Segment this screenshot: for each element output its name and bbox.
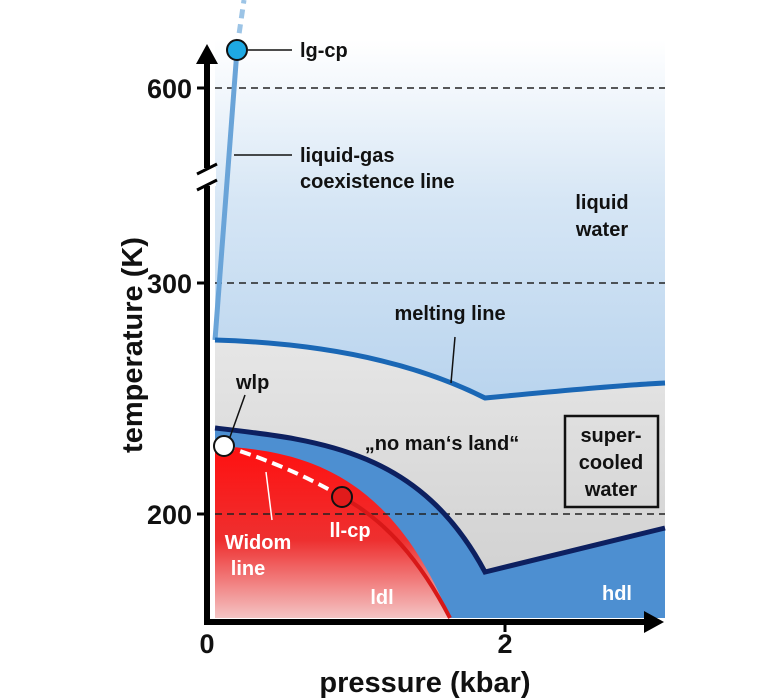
axis-break-mark-1	[196, 162, 218, 176]
lg-cp-point	[226, 39, 248, 61]
y-tick-label-300: 300	[147, 269, 192, 299]
ll-cp-point	[331, 486, 353, 508]
x-axis-label: pressure (kbar)	[319, 667, 530, 699]
y-tick-label-200: 200	[147, 500, 192, 530]
liquid-water-region	[215, 40, 665, 398]
y-axis-label: temperature (K)	[117, 237, 149, 453]
widom-line-label-line1: Widom	[225, 532, 291, 554]
coexistence-label-line2: coexistence line	[300, 171, 455, 193]
melting-line-label: melting line	[394, 303, 505, 325]
lg-cp-label: lg-cp	[300, 40, 348, 62]
ll-cp-label: ll-cp	[329, 520, 370, 542]
supercooled-label-line2: cooled	[579, 452, 643, 474]
x-tick-label-2: 2	[497, 629, 512, 659]
liquid-water-label-line2: water	[575, 219, 628, 241]
x-axis-arrowhead	[644, 611, 664, 633]
wlp-leader	[229, 394, 246, 438]
x-tick-label-0: 0	[199, 629, 214, 659]
ldl-label: ldl	[370, 587, 393, 609]
wlp-label: wlp	[235, 372, 269, 394]
melting-line-leader	[450, 336, 456, 384]
axis-break-mark-2	[196, 178, 218, 192]
widom-line	[223, 444, 344, 499]
melting-line	[214, 337, 666, 401]
liquid-gas-coexistence-line	[212, 49, 240, 341]
ldl-boundary	[341, 495, 452, 619]
widom-line-leader	[265, 471, 273, 521]
supercooled-label-line1: super-	[580, 425, 641, 447]
no-mans-land-label: „no man‘s land“	[365, 433, 519, 455]
supercooled-water-box	[563, 414, 660, 509]
y-tick-label-600: 600	[147, 74, 192, 104]
supercooled-label-line3: water	[584, 479, 637, 501]
hdl-label: hdl	[602, 583, 632, 605]
liquid-water-label-line1: liquid	[575, 192, 628, 214]
widom-line-label-line2: line	[231, 558, 265, 580]
no-mans-land-boundary	[214, 425, 666, 575]
wlp-point	[213, 435, 235, 457]
coexistence-label-line1: liquid-gas	[300, 145, 394, 167]
y-axis-arrowhead	[196, 44, 218, 64]
ldl-region	[215, 446, 450, 618]
